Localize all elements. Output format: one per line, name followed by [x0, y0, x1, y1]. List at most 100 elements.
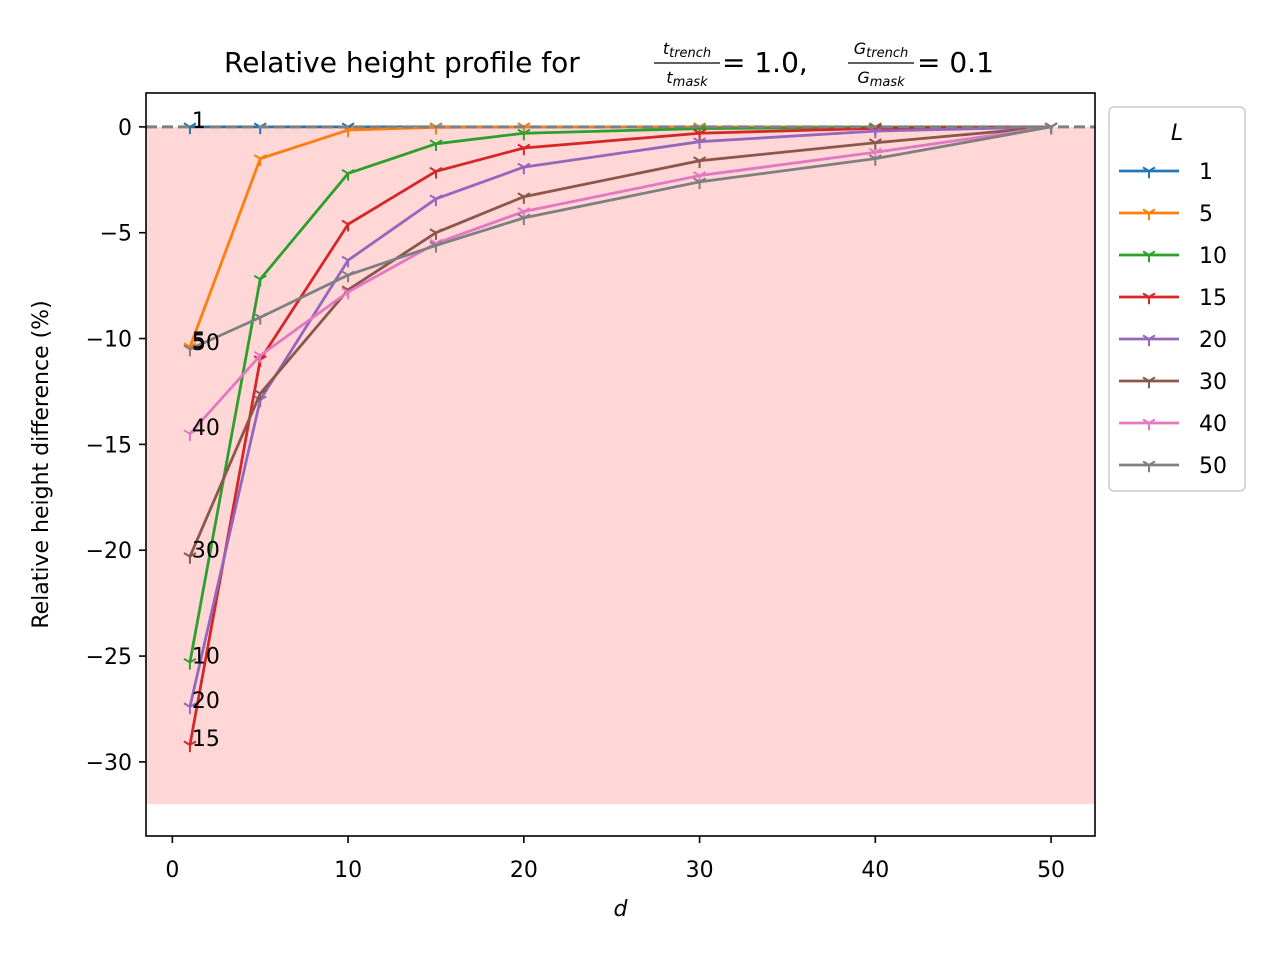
x-tick-label: 0	[165, 858, 179, 883]
legend-item-15: 15	[1119, 286, 1227, 311]
data-point	[341, 287, 355, 300]
data-point	[253, 312, 267, 325]
legend-label: 20	[1199, 328, 1227, 353]
legend-item-40: 40	[1119, 412, 1227, 437]
data-point	[429, 194, 443, 207]
data-point	[429, 240, 443, 253]
x-tick-label: 50	[1037, 858, 1065, 883]
title-equals-2: = 0.1	[917, 46, 994, 79]
legend-label: 10	[1199, 244, 1227, 269]
legend-label: 15	[1199, 286, 1227, 311]
chart-title: Relative height profile for	[224, 46, 580, 79]
data-point	[183, 657, 197, 670]
legend-item-30: 30	[1119, 370, 1227, 395]
annotation-label: 30	[192, 539, 220, 564]
legend-marker	[1142, 292, 1156, 305]
legend-item-5: 5	[1119, 202, 1213, 227]
data-point	[341, 270, 355, 283]
title-fraction-denominator: tmask	[666, 68, 708, 90]
annotation-label: 10	[192, 644, 220, 669]
data-point	[868, 154, 882, 166]
annotation-label: 40	[192, 416, 220, 441]
data-point	[253, 351, 267, 363]
data-point	[693, 137, 707, 149]
annotation-label: 20	[192, 689, 220, 714]
data-point	[183, 740, 197, 753]
data-point	[517, 192, 531, 204]
legend-marker	[1142, 250, 1156, 263]
y-axis-label: Relative height difference (%)	[29, 300, 54, 628]
legend-label: 1	[1199, 160, 1213, 185]
annotation-label: 50	[192, 331, 220, 356]
y-tick-label: −30	[86, 751, 132, 776]
annotation-label: 15	[192, 727, 220, 752]
legend-marker	[1142, 166, 1156, 179]
legend-marker	[1142, 460, 1156, 473]
data-point	[183, 552, 197, 564]
x-tick-label: 20	[510, 858, 538, 883]
data-point	[517, 128, 531, 141]
data-point	[341, 168, 355, 181]
data-point	[517, 143, 531, 156]
series-line-30	[188, 125, 1052, 558]
x-tick-label: 30	[686, 858, 714, 883]
title-fraction-2: Gtrench Gmask	[848, 39, 914, 90]
series-50	[183, 122, 1058, 357]
data-point	[693, 128, 707, 141]
series-line-40	[188, 125, 1052, 435]
x-tick-label: 40	[861, 858, 889, 883]
data-point	[253, 389, 267, 401]
data-point	[341, 219, 355, 232]
data-point	[517, 213, 531, 226]
title-fraction-numerator: Gtrench	[854, 39, 908, 61]
data-point	[517, 162, 531, 175]
y-tick-label: 0	[118, 116, 132, 141]
title-fraction-numerator: ttrench	[663, 39, 711, 61]
legend-marker	[1142, 418, 1156, 431]
data-point	[253, 154, 267, 166]
legend-item-1: 1	[1119, 160, 1213, 185]
series-line-15	[188, 125, 1052, 746]
legend-marker	[1142, 208, 1156, 221]
y-tick-label: −5	[100, 222, 132, 247]
x-tick-label: 10	[334, 858, 362, 883]
y-tick-label: −10	[86, 328, 132, 353]
y-tick-label: −15	[86, 433, 132, 458]
title-fraction-denominator: Gmask	[857, 68, 905, 90]
data-point	[693, 156, 707, 168]
legend-marker	[1142, 334, 1156, 347]
data-point	[868, 138, 882, 150]
series-line-50	[189, 125, 1052, 351]
legend-label: 30	[1199, 370, 1227, 395]
legend-title: L	[1171, 121, 1183, 146]
title-fraction-1: ttrench tmask	[654, 39, 720, 90]
y-tick-label: −20	[86, 539, 132, 564]
data-point	[253, 274, 267, 287]
annotation-label: 5	[192, 329, 206, 354]
legend-label: 5	[1199, 202, 1213, 227]
data-point	[693, 177, 707, 190]
legend-label: 40	[1199, 412, 1227, 437]
data-point	[183, 344, 197, 357]
axes-frame	[145, 92, 1096, 837]
legend-item-20: 20	[1119, 328, 1227, 353]
data-point	[429, 166, 443, 179]
data-point	[341, 255, 355, 268]
legend-frame	[1108, 106, 1246, 492]
data-point	[183, 702, 197, 715]
x-axis-label: d	[614, 897, 629, 922]
legend-item-10: 10	[1119, 244, 1227, 269]
data-point	[429, 228, 443, 240]
data-point	[183, 429, 197, 442]
legend-label: 50	[1199, 454, 1227, 479]
data-point	[429, 139, 443, 152]
series-line-10	[188, 125, 1052, 663]
title-equals-1: = 1.0,	[722, 46, 808, 79]
legend-item-50: 50	[1119, 454, 1227, 479]
legend-marker	[1142, 376, 1156, 389]
annotation-label: 1	[192, 109, 206, 134]
